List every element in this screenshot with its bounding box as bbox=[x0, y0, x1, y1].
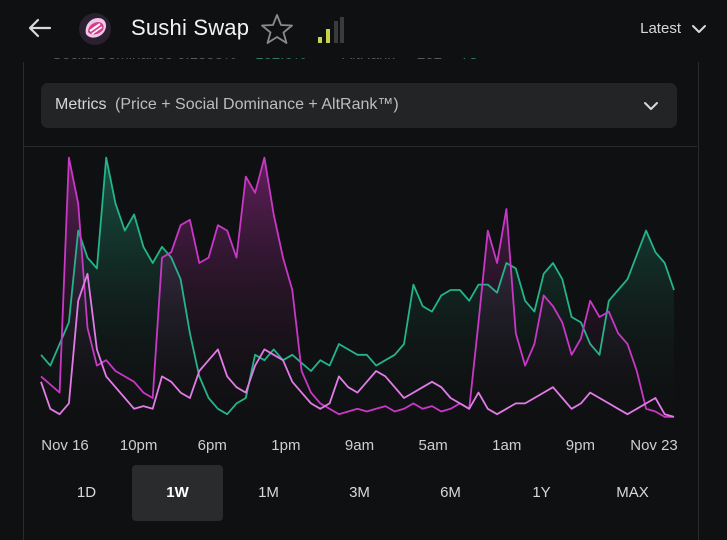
page-title: Sushi Swap bbox=[131, 15, 250, 40]
metrics-detail: (Price + Social Dominance + AltRank™) bbox=[115, 96, 399, 113]
x-tick-label: 1pm bbox=[271, 437, 301, 454]
range-button-1m[interactable]: 1M bbox=[258, 484, 279, 501]
favorite-star-icon[interactable] bbox=[260, 12, 294, 46]
range-button-6m[interactable]: 6M bbox=[440, 484, 461, 501]
chevron-down-icon bbox=[644, 102, 658, 110]
x-tick-label: 6pm bbox=[197, 437, 227, 454]
range-button-1d[interactable]: 1D bbox=[76, 484, 97, 501]
divider bbox=[24, 146, 697, 147]
x-tick-label: 9am bbox=[344, 437, 375, 454]
x-tick-label: 1am bbox=[492, 437, 522, 454]
x-tick-label: Nov 16 bbox=[41, 437, 89, 454]
range-button-max[interactable]: MAX bbox=[616, 484, 649, 501]
sushi-swap-logo-icon bbox=[79, 13, 111, 45]
range-button-1y[interactable]: 1Y bbox=[532, 484, 551, 501]
latest-dropdown[interactable]: Latest bbox=[640, 20, 681, 37]
metrics-selector[interactable]: Metrics (Price + Social Dominance + AltR… bbox=[41, 83, 677, 128]
chevron-down-icon[interactable] bbox=[691, 21, 707, 37]
x-tick-label: 10pm bbox=[119, 437, 158, 454]
x-tick-label: Nov 23 bbox=[630, 437, 678, 454]
range-button-1w[interactable]: 1W bbox=[132, 465, 223, 521]
x-tick-label: 9pm bbox=[565, 437, 595, 454]
range-button-3m[interactable]: 3M bbox=[349, 484, 370, 501]
back-arrow-icon[interactable] bbox=[26, 14, 54, 42]
signal-strength-icon bbox=[318, 17, 344, 43]
top-bar: Sushi Swap Latest bbox=[0, 0, 727, 58]
metrics-label: Metrics bbox=[55, 96, 107, 113]
x-tick-label: 5am bbox=[418, 437, 448, 454]
